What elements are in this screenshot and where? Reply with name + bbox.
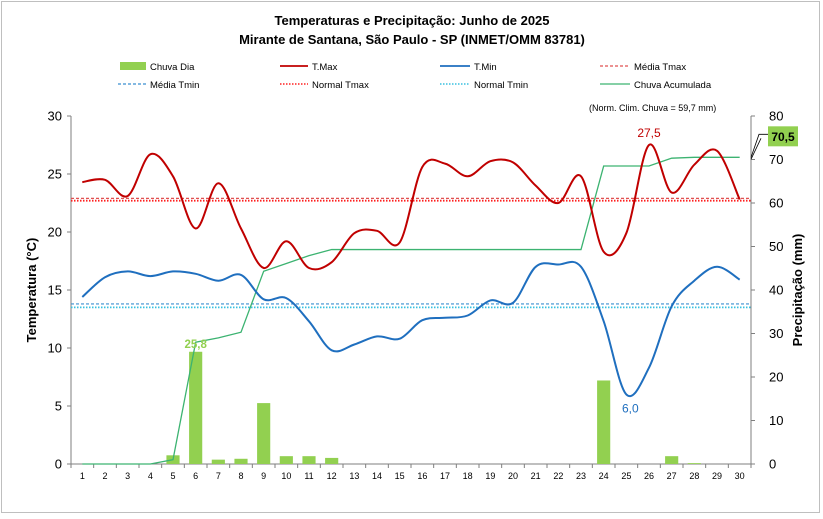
y-left-tick-label: 5 bbox=[55, 399, 62, 414]
legend-tmin: T.Min bbox=[474, 62, 497, 73]
tmax-line bbox=[82, 143, 741, 271]
y-axis-right-label: Precipitação (mm) bbox=[790, 234, 805, 347]
legend-normal-tmin: Normal Tmin bbox=[474, 80, 528, 91]
chuva-acumulada-line bbox=[82, 156, 740, 465]
y-left-tick-label: 30 bbox=[48, 109, 62, 124]
total-rain-box bbox=[768, 126, 798, 147]
x-tick-label: 19 bbox=[485, 471, 495, 481]
x-tick-label: 15 bbox=[395, 471, 405, 481]
rain-normal-note: (Norm. Clim. Chuva = 59,7 mm) bbox=[589, 103, 716, 113]
chuva-dia-bar bbox=[234, 458, 248, 464]
x-tick-label: 24 bbox=[599, 471, 609, 481]
x-tick-label: 8 bbox=[238, 471, 243, 481]
chuva-dia-bar bbox=[211, 459, 225, 464]
x-tick-label: 14 bbox=[372, 471, 382, 481]
chart-title: Temperaturas e Precipitação: Junho de 20… bbox=[274, 13, 549, 28]
x-tick-label: 20 bbox=[508, 471, 518, 481]
x-tick-label: 29 bbox=[712, 471, 722, 481]
legend-media-tmax: Média Tmax bbox=[634, 62, 686, 73]
x-tick-label: 2 bbox=[102, 471, 107, 481]
y-left-tick-label: 25 bbox=[48, 167, 62, 182]
total-rain-leader bbox=[750, 133, 768, 158]
tmax-max-label: 27,5 bbox=[637, 126, 661, 140]
x-tick-label: 4 bbox=[148, 471, 153, 481]
x-tick-label: 26 bbox=[644, 471, 654, 481]
chuva-dia-bar bbox=[597, 380, 611, 464]
x-tick-label: 5 bbox=[170, 471, 175, 481]
legend-media-tmin: Média Tmin bbox=[150, 80, 199, 91]
x-tick-label: 12 bbox=[327, 471, 337, 481]
x-tick-label: 27 bbox=[667, 471, 677, 481]
chuva-dia-bar bbox=[325, 457, 339, 464]
x-tick-label: 22 bbox=[553, 471, 563, 481]
x-tick-label: 10 bbox=[281, 471, 291, 481]
x-tick-label: 11 bbox=[304, 471, 313, 481]
x-tick-label: 16 bbox=[417, 471, 427, 481]
chuva-dia-bar bbox=[189, 351, 203, 464]
legend-normal-tmax: Normal Tmax bbox=[312, 80, 369, 91]
total-rain-label: 70,5 bbox=[771, 130, 795, 144]
x-tick-label: 6 bbox=[193, 471, 198, 481]
y-right-tick-label: 80 bbox=[769, 109, 783, 124]
y-right-tick-label: 70 bbox=[769, 152, 783, 167]
legend-chuva-dia: Chuva Dia bbox=[150, 62, 195, 73]
y-right-tick-label: 50 bbox=[769, 239, 783, 254]
legend-chuva-acumulada: Chuva Acumulada bbox=[634, 80, 712, 91]
y-right-tick-label: 0 bbox=[769, 457, 776, 472]
total-rain-leader-2 bbox=[750, 138, 762, 160]
legend-tmax: T.Max bbox=[312, 62, 338, 73]
x-tick-label: 30 bbox=[735, 471, 745, 481]
x-tick-label: 1 bbox=[80, 471, 85, 481]
x-tick-label: 9 bbox=[261, 471, 266, 481]
x-tick-label: 13 bbox=[349, 471, 359, 481]
x-tick-label: 28 bbox=[689, 471, 699, 481]
chuva-dia-bar bbox=[279, 456, 293, 464]
y-right-tick-label: 10 bbox=[769, 413, 783, 428]
y-axis-left-label: Temperatura (°C) bbox=[24, 238, 39, 343]
tmin-min-label: 6,0 bbox=[622, 401, 639, 415]
x-tick-label: 7 bbox=[216, 471, 221, 481]
chuva-dia-bar bbox=[302, 456, 316, 464]
y-right-tick-label: 30 bbox=[769, 326, 783, 341]
x-tick-label: 18 bbox=[463, 471, 473, 481]
chuva-dia-bar bbox=[687, 463, 701, 464]
tmin-line bbox=[81, 260, 741, 398]
x-tick-label: 3 bbox=[125, 471, 130, 481]
x-tick-label: 23 bbox=[576, 471, 586, 481]
chart-subtitle: Mirante de Santana, São Paulo - SP (INME… bbox=[239, 32, 585, 47]
x-tick-label: 17 bbox=[440, 471, 450, 481]
y-right-tick-label: 60 bbox=[769, 196, 783, 211]
y-right-tick-label: 40 bbox=[769, 283, 783, 298]
chuva-dia-bar bbox=[665, 456, 679, 464]
y-left-tick-label: 15 bbox=[48, 283, 62, 298]
x-tick-label: 25 bbox=[621, 471, 631, 481]
legend-chuva-dia-swatch bbox=[120, 62, 146, 70]
chuva-dia-bar bbox=[257, 403, 271, 464]
y-left-tick-label: 10 bbox=[48, 341, 62, 356]
max-rain-label: 25,8 bbox=[184, 339, 207, 351]
y-right-tick-label: 20 bbox=[769, 370, 783, 385]
y-left-tick-label: 20 bbox=[48, 225, 62, 240]
y-left-tick-label: 0 bbox=[55, 457, 62, 472]
x-tick-label: 21 bbox=[531, 471, 541, 481]
